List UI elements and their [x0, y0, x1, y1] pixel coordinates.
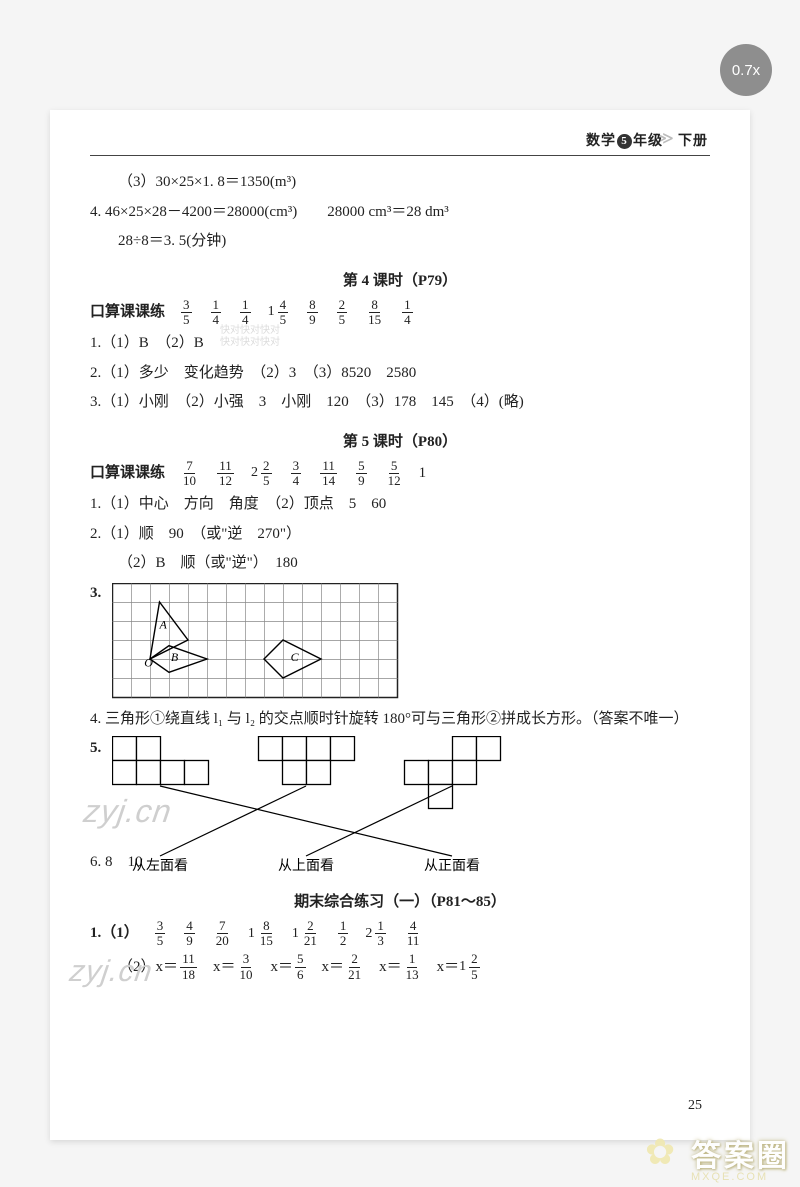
frac-list: 35 49 720 1815 1221 12 213 411	[153, 919, 424, 949]
frac-list: 35 14 14 145 89 25 815 14	[179, 298, 415, 328]
ans-line: 1.（1） 35 49 720 1815 1221 12 213 411	[90, 919, 710, 949]
grid-diagram: A O B C	[112, 583, 399, 699]
zoom-badge[interactable]: 0.7x	[720, 44, 772, 96]
q5-wrap: 5. 从左面看从上面看从正面看 zyj.cn	[90, 736, 710, 846]
svg-text:C: C	[291, 650, 300, 664]
zoom-value: 0.7x	[732, 62, 760, 79]
text: 28000 cm³＝28 dm³	[327, 204, 449, 220]
page-number: 25	[688, 1098, 702, 1114]
eq-list: （2）x＝1118x＝310x＝56x＝221x＝113x＝125	[118, 952, 496, 982]
label: 1.（1）	[90, 921, 139, 947]
grade-suffix: 年级	[633, 134, 663, 149]
ans-line: 1.（1）中心 方向 角度 （2）顶点 5 60	[90, 492, 710, 518]
svg-text:B: B	[171, 650, 179, 664]
svg-text:从上面看: 从上面看	[278, 858, 334, 874]
q3-wrap: 3. A O B C	[90, 581, 710, 703]
subject: 数学	[586, 134, 616, 149]
ans-line: （3）30×25×1. 8＝1350(m³)	[90, 170, 710, 196]
ans-line: 4. 三角形①绕直线 l₁ 与 l₂ 的交点顺时针旋转 180°可与三角形②拼成…	[90, 707, 710, 733]
grade-badge: 5	[617, 134, 632, 149]
label: 5.	[90, 736, 101, 762]
ans-line: （2）B 顺（或"逆"） 180	[90, 551, 710, 577]
ans-line: 3.（1）小刚 （2）小强 3 小刚 120 （3）178 145 （4）(略)	[90, 390, 710, 416]
section-title: 第 5 课时（P80）	[90, 430, 710, 451]
frac-list: 710 1112 225 34 1114 59 512	[179, 459, 405, 489]
label: 3.	[90, 581, 112, 607]
section-title: 第 4 课时（P79）	[90, 269, 710, 290]
ans-line: 4. 46×25×28－4200＝28000(cm³) 28000 cm³＝28…	[90, 200, 710, 226]
label: 口算课课练	[90, 300, 165, 326]
ans-line: 2.（1）顺 90 （或"逆 270"）	[90, 522, 710, 548]
ans-line: 1.（1）B （2）B	[90, 331, 710, 357]
net-diagram: 从左面看 从上面看 从正面看	[112, 736, 520, 888]
mental-math-row: 口算课课练 35 14 14 145 89 25 815 14	[90, 298, 710, 328]
mental-math-row: 口算课课练 710 1112 225 34 1114 59 512 1	[90, 459, 710, 489]
svg-text:从正面看: 从正面看	[424, 858, 480, 874]
header-title: 数学5年级 下册	[586, 130, 710, 150]
footer-watermark: 答案圈 MXQE.COM	[645, 1131, 790, 1183]
ans-line: （2）x＝1118x＝310x＝56x＝221x＝113x＝125 zyj.cn	[90, 952, 710, 982]
section-title: 期末综合练习（一）（P81～85）	[90, 890, 710, 911]
watermark: 快对快对快对 快对快对快对	[220, 325, 280, 349]
ans-line: 28÷8＝3. 5(分钟)	[90, 229, 710, 255]
svg-text:从左面看: 从左面看	[132, 858, 188, 874]
footer-title: 答案圈	[691, 1131, 790, 1175]
flower-icon	[645, 1137, 685, 1177]
text: 1	[419, 461, 427, 487]
ans-line: 2.（1）多少 变化趋势 （2）3 （3）8520 2580	[90, 361, 710, 387]
svg-text:O: O	[144, 655, 153, 669]
svg-text:A: A	[159, 617, 168, 631]
label: 口算课课练	[90, 461, 165, 487]
book: 下册	[678, 134, 708, 149]
text: 4. 46×25×28－4200＝28000(cm³)	[90, 204, 297, 220]
page: ≫ 数学5年级 下册 （3）30×25×1. 8＝1350(m³) 4. 46×…	[50, 110, 750, 1140]
page-header: ≫ 数学5年级 下册	[90, 130, 710, 156]
